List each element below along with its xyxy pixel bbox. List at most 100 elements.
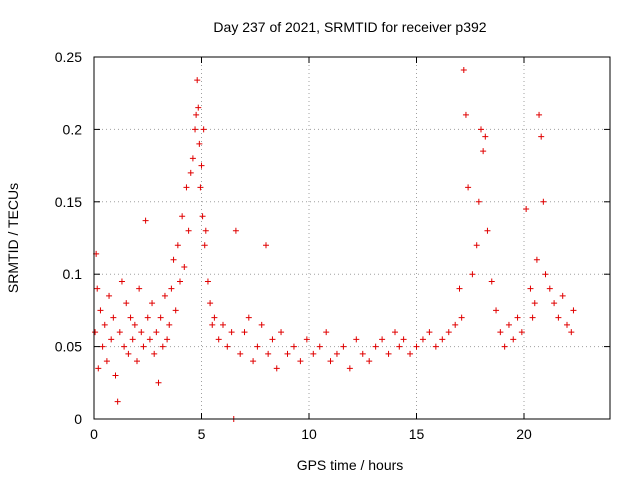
x-tick-label: 15 — [409, 426, 425, 442]
data-point — [196, 140, 203, 147]
y-tick-label: 0.1 — [63, 266, 83, 282]
data-point — [546, 285, 553, 292]
data-point — [505, 321, 512, 328]
data-point — [439, 336, 446, 343]
data-point — [465, 184, 472, 191]
data-point — [140, 343, 147, 350]
data-point — [110, 314, 117, 321]
data-point — [157, 314, 164, 321]
data-point — [316, 343, 323, 350]
data-point — [514, 314, 521, 321]
data-point — [303, 336, 310, 343]
data-point — [94, 285, 101, 292]
data-point — [194, 77, 201, 84]
data-point — [484, 227, 491, 234]
data-point — [168, 285, 175, 292]
data-point — [353, 336, 360, 343]
data-point — [146, 336, 153, 343]
data-point — [340, 343, 347, 350]
data-point — [116, 329, 123, 336]
data-point — [400, 336, 407, 343]
data-point — [232, 227, 239, 234]
data-point — [202, 227, 209, 234]
data-point — [170, 256, 177, 263]
data-point — [488, 278, 495, 285]
data-point — [142, 217, 149, 224]
data-point — [155, 379, 162, 386]
data-point — [121, 343, 128, 350]
data-point — [297, 358, 304, 365]
y-tick-label: 0.25 — [55, 49, 82, 65]
data-point — [359, 350, 366, 357]
data-point — [559, 292, 566, 299]
data-point — [177, 278, 183, 285]
data-point — [542, 271, 549, 278]
data-point — [201, 242, 208, 249]
data-point — [538, 133, 545, 140]
data-point — [134, 358, 140, 365]
data-point — [533, 256, 540, 263]
data-point — [254, 343, 261, 350]
data-point — [209, 321, 216, 328]
data-point — [103, 358, 110, 365]
data-point — [112, 372, 119, 379]
data-point — [432, 343, 439, 350]
x-tick-label: 10 — [301, 426, 317, 442]
data-point — [480, 148, 487, 155]
data-point — [531, 300, 538, 307]
data-point — [159, 343, 166, 350]
data-point — [269, 336, 276, 343]
data-point — [445, 329, 452, 336]
data-point — [181, 263, 188, 270]
data-point — [555, 314, 562, 321]
data-point — [149, 300, 156, 307]
data-point — [564, 321, 570, 328]
data-point — [95, 365, 102, 372]
data-point — [99, 343, 106, 350]
data-point — [284, 350, 291, 357]
data-point — [204, 278, 211, 285]
data-point — [396, 343, 403, 350]
data-point — [195, 104, 202, 111]
data-point — [101, 321, 108, 328]
data-point — [250, 358, 257, 365]
data-point — [469, 271, 476, 278]
data-point — [136, 285, 143, 292]
data-point — [224, 343, 231, 350]
data-point — [153, 329, 160, 336]
y-tick-label: 0 — [74, 411, 82, 427]
data-point — [265, 350, 272, 357]
y-axis-label: SRMTID / TECUs — [5, 183, 21, 293]
data-point — [185, 227, 192, 234]
data-point — [193, 111, 200, 118]
data-point — [407, 350, 414, 357]
x-tick-label: 0 — [90, 426, 98, 442]
plot-frame — [93, 56, 611, 420]
data-point — [379, 336, 386, 343]
data-point — [106, 292, 113, 299]
data-point — [366, 358, 373, 365]
data-point — [310, 350, 317, 357]
data-point — [273, 365, 280, 372]
data-point — [215, 336, 222, 343]
data-point — [333, 350, 340, 357]
data-point — [462, 111, 469, 118]
data-point — [540, 198, 547, 205]
data-point — [478, 126, 484, 133]
data-point — [419, 336, 426, 343]
data-point — [501, 343, 508, 350]
data-point — [166, 321, 173, 328]
y-tick-label: 0.15 — [55, 194, 82, 210]
data-point — [189, 155, 196, 162]
data-point — [529, 314, 536, 321]
data-point — [198, 162, 205, 169]
data-point — [527, 285, 534, 292]
data-point — [482, 133, 489, 140]
data-point — [458, 314, 465, 321]
data-point — [161, 292, 168, 299]
data-point — [385, 350, 392, 357]
data-point — [426, 329, 433, 336]
data-point — [237, 350, 244, 357]
data-point — [278, 329, 285, 336]
